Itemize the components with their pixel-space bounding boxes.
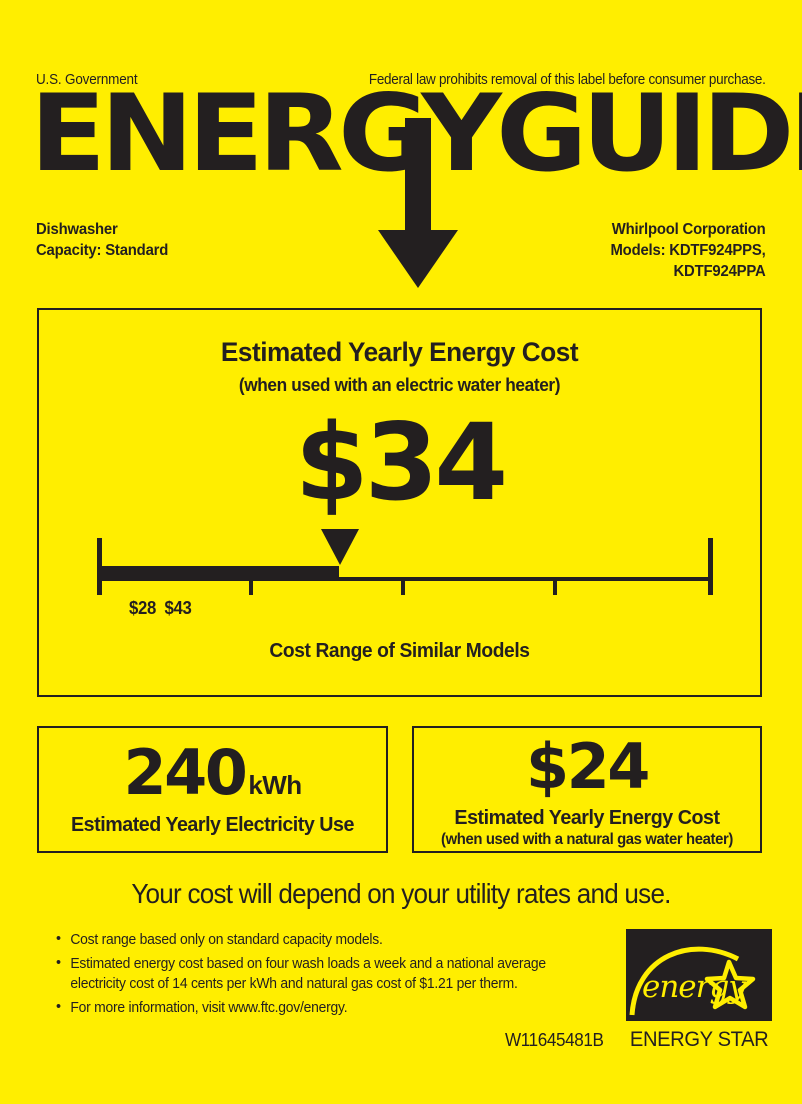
cost-range-low-label: $28 — [129, 598, 157, 618]
estimated-yearly-electricity-use-box: 240 kWh Estimated Yearly Electricity Use — [37, 726, 388, 853]
cost-range-scale: $28 $43 — [97, 521, 713, 618]
bullet-icon: • — [55, 997, 61, 1015]
scale-tick-2 — [401, 579, 405, 595]
scale-axis-line — [97, 577, 713, 581]
estimated-yearly-gas-energy-cost-box: $24 Estimated Yearly Energy Cost (when u… — [412, 726, 762, 853]
arrow-head — [378, 230, 458, 288]
kwh-unit: kWh — [248, 770, 302, 800]
product-info: Dishwasher Capacity: Standard — [36, 219, 168, 261]
down-arrow-icon — [378, 118, 458, 290]
utility-rates-tagline: Your cost will depend on your utility ra… — [131, 878, 671, 909]
svg-text:energy: energy — [642, 969, 746, 1005]
manufacturer-info: Whirlpool Corporation Models: KDTF924PPS… — [611, 219, 766, 282]
footnote-item: • Cost range based only on standard capa… — [55, 930, 593, 951]
main-box-subtitle: (when used with an electric water heater… — [238, 375, 561, 395]
energy-star-wordmark: ENERGY STAR — [629, 1027, 769, 1051]
cost-range-high-label: $43 — [164, 598, 192, 618]
scale-tick-3 — [553, 579, 557, 595]
model-numbers-line-1: Models: KDTF924PPS, — [610, 242, 766, 259]
cost-range-endpoint-labels: $28 $43 — [129, 598, 200, 619]
energy-star-mark-graphic: energy — [629, 946, 756, 1016]
kwh-value: 240 — [123, 736, 247, 809]
footnotes-list: • Cost range based only on standard capa… — [55, 930, 615, 1021]
bullet-icon: • — [55, 930, 61, 947]
gas-cost-caption: Estimated Yearly Energy Cost — [454, 806, 720, 829]
bullet-icon: • — [55, 953, 61, 971]
scale-tick-1 — [249, 579, 253, 595]
cost-range-caption: Cost Range of Similar Models — [269, 640, 530, 662]
product-capacity: Capacity: Standard — [36, 242, 169, 259]
energy-star-mark-background: energy — [626, 929, 772, 1021]
main-box-title: Estimated Yearly Energy Cost — [220, 337, 579, 367]
us-government-text: U.S. Government — [36, 72, 138, 88]
federal-law-notice: Federal law prohibits removal of this la… — [369, 72, 766, 88]
electricity-use-caption: Estimated Yearly Electricity Use — [71, 813, 354, 836]
gas-cost-subcaption: (when used with a natural gas water heat… — [441, 831, 733, 848]
label-header-row: U.S. Government Federal law prohibits re… — [36, 72, 766, 88]
kwh-value-row: 240 kWh — [39, 736, 386, 809]
energy-star-logo-icon: energy ENERGY STAR — [626, 929, 772, 1054]
down-triangle-pointer-icon — [321, 529, 359, 565]
cost-range-bar — [100, 566, 339, 581]
gas-cost-value: $24 — [526, 730, 650, 803]
product-type: Dishwasher — [36, 221, 118, 238]
estimated-yearly-energy-cost-box: Estimated Yearly Energy Cost (when used … — [37, 308, 762, 697]
model-numbers-line-2: KDTF924PPA — [673, 263, 766, 280]
footnote-text[interactable]: For more information, visit www.ftc.gov/… — [70, 999, 348, 1016]
footnote-text: Estimated energy cost based on four wash… — [70, 955, 546, 993]
estimated-yearly-cost-value: $34 — [294, 401, 508, 524]
manufacturer-name: Whirlpool Corporation — [612, 221, 766, 238]
scale-left-endcap — [97, 538, 102, 595]
footnote-text: Cost range based only on standard capaci… — [70, 932, 383, 948]
footnote-item: • For more information, visit www.ftc.go… — [55, 998, 593, 1019]
energy-star-wordmark-band: ENERGY STAR — [626, 1025, 772, 1054]
footnote-item: • Estimated energy cost based on four wa… — [55, 954, 593, 995]
arrow-shaft — [405, 118, 431, 240]
scale-right-endcap — [708, 538, 713, 595]
document-code: W11645481B — [505, 1030, 604, 1050]
